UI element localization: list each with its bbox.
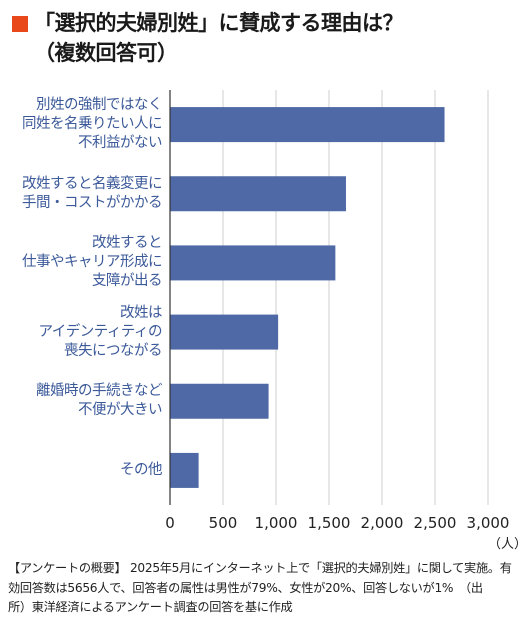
x-tick-label: 500 [208,514,238,532]
note-line: 効回答数は5656人で、回答者の属性は男性が79%、女性が20%、回答しないが1… [8,580,483,595]
bar [170,176,346,212]
category-label-line: 改姓すると [92,235,163,252]
note-line: 【アンケートの概要】 2025年5月にインターネット上で「選択的夫婦別姓」に関し… [8,561,512,575]
category-label-line: 離婚時の手続きなど [36,383,163,400]
category-label-line: 同姓を名乗りたい人に [22,116,163,133]
title-line: 「選択的夫婦別姓」に賛成する理由は？ [34,11,404,35]
x-axis-unit: （人） [488,537,520,552]
category-label: 離婚時の手続きなど不便が大きい [0,382,163,420]
category-label-line: 別姓の強制ではなく [36,97,163,114]
category-label-line: 改姓すると名義変更に [22,175,163,192]
x-tick-label: 3,000 [466,514,510,532]
bar [170,245,336,281]
category-label: 改姓はアイデンティティの喪失につながる [0,304,162,361]
category-label: 別姓の強制ではなく同姓を名乗りたい人に不利益がない [0,96,163,153]
note-line: 所）東洋経済によるアンケート調査の回答を基に作成 [8,600,293,614]
category-label-line: 不便が大きい [78,402,163,419]
bar [170,107,445,143]
x-tick-label: 0 [165,514,175,532]
title-line: （複数回答可） [34,41,178,65]
category-label: その他 [0,461,163,480]
category-label-line: 不利益がない [78,135,163,152]
x-tick-label: 2,500 [413,514,457,532]
bar [170,452,199,488]
category-label-line: 改姓は [120,304,163,321]
category-label: 改姓すると名義変更に 手間・コストがかかる [0,175,163,213]
x-tick-label: 1,500 [307,514,351,532]
bar [170,383,269,419]
bar [170,314,279,350]
x-tick-label: 1,000 [254,514,298,532]
category-label-line: その他 [120,461,163,478]
title-text: 「選択的夫婦別姓」に賛成する理由は？ （複数回答可） [34,8,514,68]
category-label-line: 喪失につながる [64,342,163,359]
category-label-line: アイデンティティの [38,323,162,340]
title-marker [12,16,28,32]
x-tick-label: 2,000 [360,514,404,532]
category-label-line: 手間・コストがかかる [22,194,163,211]
category-label-line: 仕事やキャリア形成に [22,254,163,271]
survey-note: 【アンケートの概要】 2025年5月にインターネット上で「選択的夫婦別姓」に関し… [8,559,514,618]
category-label-line: 支障が出る [92,273,163,290]
category-label: 改姓すると仕事やキャリア形成に支障が出る [0,234,163,291]
